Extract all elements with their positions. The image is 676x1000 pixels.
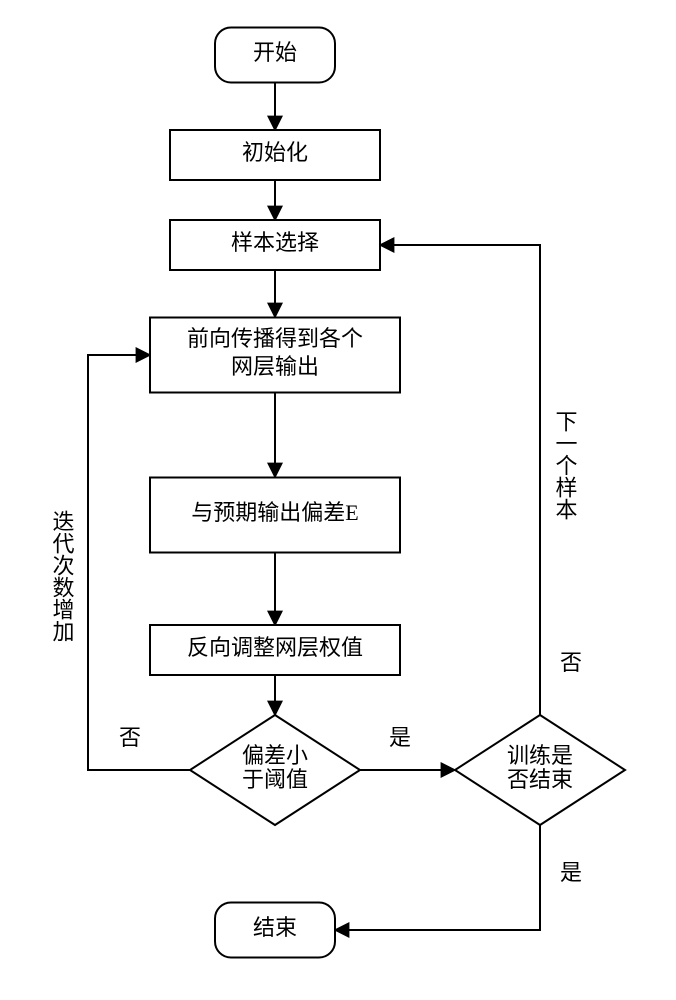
edge-trainend-end	[335, 825, 540, 930]
edge-trainend-sample	[380, 245, 540, 715]
label-yes-1: 是	[389, 725, 411, 750]
node-start-label: 开始	[253, 40, 297, 65]
label-no-1: 否	[119, 725, 141, 750]
node-sample-label: 样本选择	[231, 230, 319, 255]
label-yes-2: 是	[560, 860, 582, 885]
node-end-label: 结束	[253, 915, 297, 940]
node-forward-label-1: 前向传播得到各个	[187, 326, 363, 351]
node-backprop-label: 反向调整网层权值	[187, 635, 363, 660]
node-trainend-label-2: 否结束	[507, 767, 573, 792]
annotation-next-sample: 下一个样本	[553, 410, 578, 520]
node-threshold-label-2: 于阈值	[242, 767, 308, 792]
node-error-label: 与预期输出偏差E	[191, 500, 358, 525]
flowchart-canvas: 是 否 否 是 迭代次数增加 下一个样本 开始 初始化 样本选择 前向传播得到各…	[0, 0, 676, 1000]
edge-thresh-forward	[88, 355, 190, 770]
annotation-iter-increase: 迭代次数增加	[50, 510, 75, 642]
node-trainend-label-1: 训练是	[507, 743, 573, 768]
node-forward-label-2: 网层输出	[231, 354, 319, 379]
node-threshold-label-1: 偏差小	[242, 743, 308, 768]
node-init-label: 初始化	[242, 140, 308, 165]
label-no-2: 否	[560, 650, 582, 675]
